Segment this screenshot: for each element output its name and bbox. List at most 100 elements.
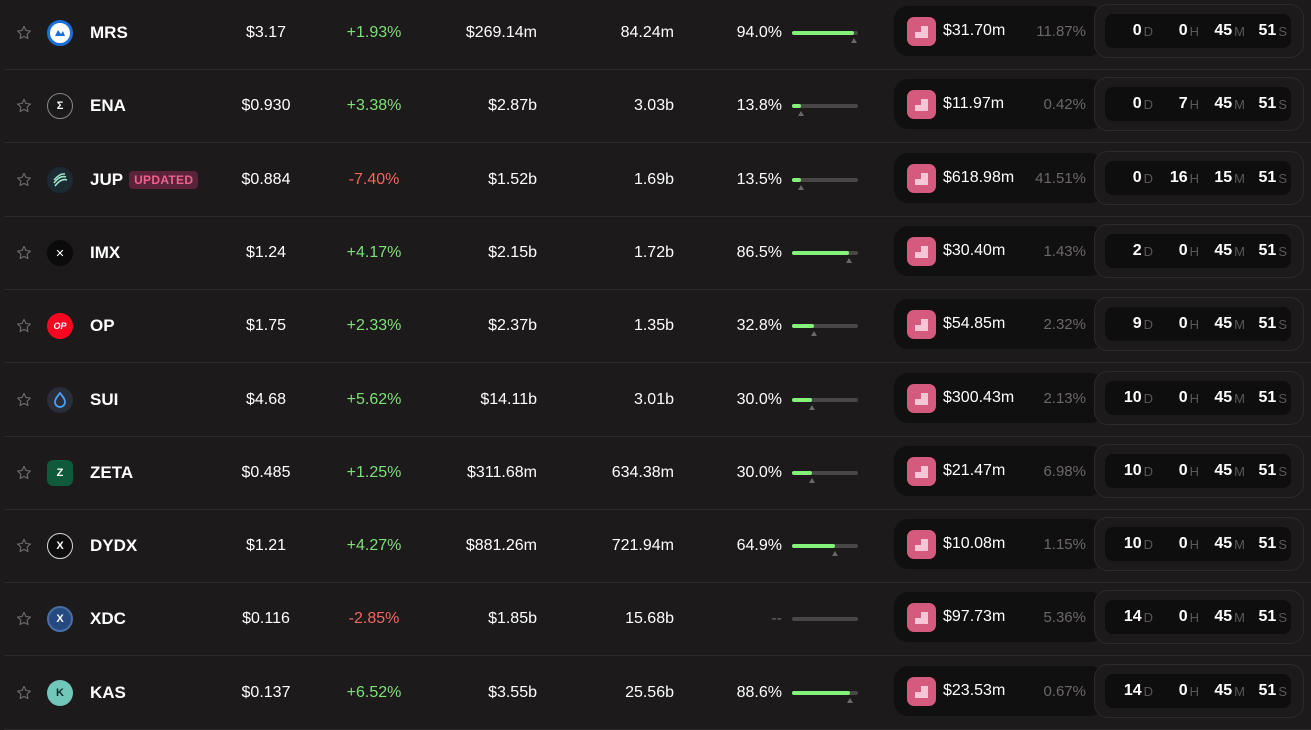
unlock-progress-bar: [792, 0, 862, 69]
next-unlock-value[interactable]: $11.97m 0.42%: [894, 79, 1104, 129]
table-row[interactable]: K KAS $0.137 +6.52% $3.55b 25.56b 88.6% …: [4, 657, 1311, 730]
countdown-minutes: 45 M: [1214, 608, 1245, 625]
next-unlock-value[interactable]: $97.73m 5.36%: [894, 592, 1104, 642]
next-unlock-value[interactable]: $30.40m 1.43%: [894, 226, 1104, 276]
price-change: +5.62%: [346, 391, 402, 408]
unlock-supply-percent: 41.51%: [1035, 169, 1086, 187]
table-row[interactable]: ✕ IMX $1.24 +4.17% $2.15b 1.72b 86.5% $3…: [4, 217, 1311, 290]
table-row[interactable]: MRS $3.17 +1.93% $269.14m 84.24m 94.0% $…: [4, 0, 1311, 70]
market-cap: $269.14m: [465, 24, 537, 41]
table-row[interactable]: Σ ENA $0.930 +3.38% $2.87b 3.03b 13.8% $…: [4, 70, 1311, 143]
countdown-seconds: 51 S: [1258, 608, 1287, 625]
market-cap: $2.37b: [488, 317, 537, 334]
star-icon[interactable]: [14, 510, 34, 582]
market-cap: $2.87b: [488, 97, 537, 114]
market-cap: $3.55b: [488, 684, 537, 701]
table-row[interactable]: Z ZETA $0.485 +1.25% $311.68m 634.38m 30…: [4, 437, 1311, 510]
next-unlock-value[interactable]: $300.43m 2.13%: [894, 373, 1104, 423]
token-symbol-cell[interactable]: KAS: [90, 657, 126, 729]
table-row[interactable]: JUP UPDATED $0.884 -7.40% $1.52b 1.69b 1…: [4, 144, 1311, 217]
volume: 3.01b: [633, 391, 674, 408]
star-icon[interactable]: [14, 583, 34, 655]
next-unlock-value[interactable]: $21.47m 6.98%: [894, 446, 1104, 496]
star-icon[interactable]: [14, 144, 34, 216]
token-symbol-cell[interactable]: ENA: [90, 70, 126, 142]
countdown-minutes: 45 M: [1214, 22, 1245, 39]
unlock-amount: $54.85m: [943, 315, 1006, 332]
token-symbol: KAS: [90, 683, 126, 702]
price: $1.24: [245, 244, 287, 261]
price: $0.137: [241, 684, 291, 701]
table-row[interactable]: X XDC $0.116 -2.85% $1.85b 15.68b -- $97…: [4, 583, 1311, 656]
token-symbol-cell[interactable]: MRS: [90, 0, 128, 69]
countdown-hours: 16 H: [1169, 169, 1199, 186]
progress-marker: [851, 38, 858, 43]
market-cap: $1.85b: [488, 610, 537, 627]
next-unlock-value[interactable]: $31.70m 11.87%: [894, 6, 1104, 56]
ethena-logo-icon: Σ: [47, 93, 73, 119]
unlock-amount: $21.47m: [943, 462, 1006, 479]
star-icon[interactable]: [14, 290, 34, 362]
countdown-days: 10 D: [1123, 535, 1153, 552]
unlock-chart-icon: [907, 237, 936, 266]
unlock-amount: $618.98m: [943, 169, 1015, 186]
token-symbol-cell[interactable]: IMX: [90, 217, 120, 289]
next-unlock-value[interactable]: $54.85m 2.32%: [894, 299, 1104, 349]
price-change: +4.17%: [346, 244, 402, 261]
star-icon[interactable]: [14, 70, 34, 142]
star-icon[interactable]: [14, 657, 34, 729]
price-change: +1.25%: [346, 464, 402, 481]
unlock-amount: $97.73m: [943, 608, 1006, 625]
unlock-progress-bar: [792, 217, 862, 289]
token-symbol-cell[interactable]: JUP UPDATED: [90, 144, 199, 216]
token-symbol-cell[interactable]: OP: [90, 290, 115, 362]
token-symbol-cell[interactable]: SUI: [90, 364, 118, 436]
star-icon[interactable]: [14, 0, 34, 69]
countdown-seconds: 51 S: [1258, 22, 1287, 39]
token-symbol-cell[interactable]: XDC: [90, 583, 126, 655]
table-row[interactable]: X DYDX $1.21 +4.27% $881.26m 721.94m 64.…: [4, 510, 1311, 583]
progress-fill: [792, 324, 814, 328]
progress-fill: [792, 178, 801, 182]
star-icon[interactable]: [14, 217, 34, 289]
unlock-percentage: 88.6%: [736, 684, 782, 701]
token-symbol: OP: [90, 316, 115, 335]
next-unlock-value[interactable]: $618.98m 41.51%: [894, 153, 1104, 203]
immutable-x-logo-icon: ✕: [47, 240, 73, 266]
star-icon[interactable]: [14, 437, 34, 509]
token-symbol-cell[interactable]: ZETA: [90, 437, 133, 509]
token-unlock-table: MRS $3.17 +1.93% $269.14m 84.24m 94.0% $…: [4, 0, 1311, 730]
unlock-progress-bar: [792, 144, 862, 216]
next-unlock-value[interactable]: $23.53m 0.67%: [894, 666, 1104, 716]
unlock-percentage: --: [771, 610, 782, 627]
unlock-chart-icon: [907, 603, 936, 632]
star-icon[interactable]: [14, 364, 34, 436]
table-row[interactable]: SUI $4.68 +5.62% $14.11b 3.01b 30.0% $30…: [4, 364, 1311, 437]
price-change: +6.52%: [346, 684, 402, 701]
xdc-logo-icon: X: [47, 606, 73, 632]
unlock-percentage: 30.0%: [736, 464, 782, 481]
progress-marker: [797, 185, 804, 190]
unlock-progress-bar: [792, 290, 862, 362]
progress-fill: [792, 471, 812, 475]
volume: 721.94m: [611, 537, 674, 554]
jupiter-logo-icon: [47, 167, 73, 193]
table-row[interactable]: OP OP $1.75 +2.33% $2.37b 1.35b 32.8% $5…: [4, 290, 1311, 363]
token-symbol-cell[interactable]: DYDX: [90, 510, 137, 582]
unlock-progress-bar: [792, 437, 862, 509]
next-unlock-value[interactable]: $10.08m 1.15%: [894, 519, 1104, 569]
dydx-logo-icon: X: [47, 533, 73, 559]
market-cap: $881.26m: [465, 537, 537, 554]
mars-logo-icon: [47, 20, 73, 46]
